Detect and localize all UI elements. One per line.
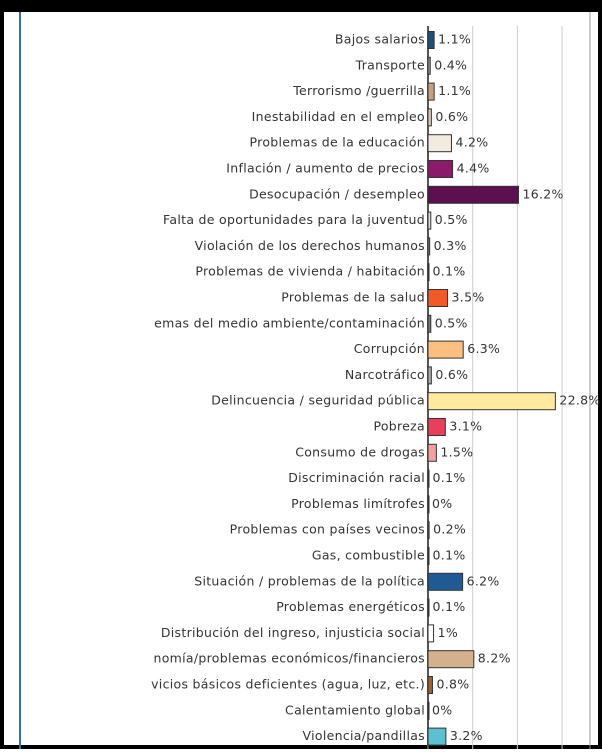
- bar: [427, 572, 464, 591]
- category-label: Violación de los derechos humanos: [195, 238, 425, 253]
- bar: [427, 598, 430, 617]
- category-label: Problemas energéticos: [276, 599, 425, 614]
- category-label: Narcotráfico: [345, 367, 425, 382]
- value-label: 6.2%: [467, 573, 500, 588]
- value-label: 0.8%: [436, 677, 469, 692]
- category-label: Distribución del ingreso, injusticia soc…: [161, 625, 425, 640]
- bar: [427, 82, 435, 101]
- category-label: Problemas de la salud: [281, 290, 425, 305]
- category-label: Falta de oportunidades para la juventud: [163, 212, 425, 227]
- value-label: 1.1%: [438, 83, 471, 98]
- bar: [427, 263, 430, 282]
- value-label: 0.1%: [433, 470, 466, 485]
- bar: [427, 211, 432, 230]
- bar: [427, 366, 432, 385]
- category-label: Inestabilidad en el empleo: [252, 109, 425, 124]
- category-label: Gas, combustible: [312, 548, 425, 563]
- value-label: 6.3%: [467, 341, 500, 356]
- value-label: 0.5%: [435, 212, 468, 227]
- category-label: Delincuencia / seguridad pública: [211, 393, 425, 408]
- category-label: Transporte: [355, 57, 425, 72]
- bar: [427, 521, 430, 540]
- value-label: 8.2%: [478, 651, 511, 666]
- bar: [427, 134, 452, 153]
- value-label: 0.4%: [434, 57, 467, 72]
- category-label: Problemas limítrofes: [291, 496, 425, 511]
- value-label: 4.4%: [457, 161, 490, 176]
- category-label: Consumo de drogas: [295, 444, 425, 459]
- value-label: 3.2%: [450, 728, 483, 743]
- bar: [427, 624, 435, 643]
- value-label: 0.6%: [435, 109, 468, 124]
- bar: [427, 340, 464, 359]
- category-label: nomía/problemas económicos/financieros: [154, 651, 425, 666]
- value-label: 0.1%: [433, 264, 466, 279]
- value-label: 0.2%: [433, 522, 466, 537]
- bar: [427, 237, 431, 256]
- category-label: Problemas de la educación: [250, 135, 425, 150]
- bar: [427, 469, 430, 488]
- bar: [427, 701, 430, 720]
- value-label: 1%: [438, 625, 458, 640]
- value-label: 1.5%: [440, 444, 473, 459]
- value-label: 0.6%: [435, 367, 468, 382]
- category-label: Problemas de vivienda / habitación: [195, 264, 425, 279]
- value-label: 0%: [432, 702, 452, 717]
- category-label: Desocupación / desempleo: [249, 186, 425, 201]
- bar: [427, 650, 475, 669]
- category-label: emas del medio ambiente/contaminación: [154, 315, 425, 330]
- bar: [427, 185, 519, 204]
- value-label: 0.3%: [434, 238, 467, 253]
- bar: [427, 418, 446, 436]
- category-label: Discriminación racial: [288, 470, 425, 485]
- category-label: Corrupción: [354, 341, 425, 356]
- category-label: Inflación / aumento de precios: [226, 161, 425, 176]
- value-label: 1.1%: [438, 32, 471, 47]
- bar: [427, 31, 435, 49]
- bar: [427, 289, 449, 307]
- value-label: 0.1%: [433, 599, 466, 614]
- value-label: 3.5%: [452, 290, 485, 305]
- category-label: Calentamiento global: [285, 702, 425, 717]
- category-label: Bajos salarios: [335, 32, 425, 47]
- value-label: 0.5%: [435, 315, 468, 330]
- bar: [427, 314, 432, 333]
- category-label: Problemas con países vecinos: [230, 522, 425, 537]
- bar: [427, 547, 430, 565]
- category-label: vicios básicos deficientes (agua, luz, e…: [151, 677, 425, 692]
- bar: [427, 56, 431, 75]
- bar: [427, 160, 454, 178]
- bar: [427, 392, 556, 411]
- top-bar: [0, 0, 602, 12]
- bar: [427, 495, 430, 514]
- bar: [427, 108, 432, 127]
- value-label: 3.1%: [449, 419, 482, 434]
- value-label: 22.8%: [559, 393, 600, 408]
- bar: [427, 443, 437, 462]
- value-label: 0%: [432, 496, 452, 511]
- value-label: 0.1%: [433, 548, 466, 563]
- value-label: 4.2%: [455, 135, 488, 150]
- category-label: Terrorismo /guerrilla: [292, 83, 425, 98]
- category-label: Pobreza: [373, 419, 425, 434]
- category-label: Violencia/pandillas: [303, 728, 425, 743]
- category-label: Situación / problemas de la política: [194, 573, 425, 588]
- value-label: 16.2%: [522, 186, 563, 201]
- bar: [427, 676, 433, 694]
- bar: [427, 727, 447, 746]
